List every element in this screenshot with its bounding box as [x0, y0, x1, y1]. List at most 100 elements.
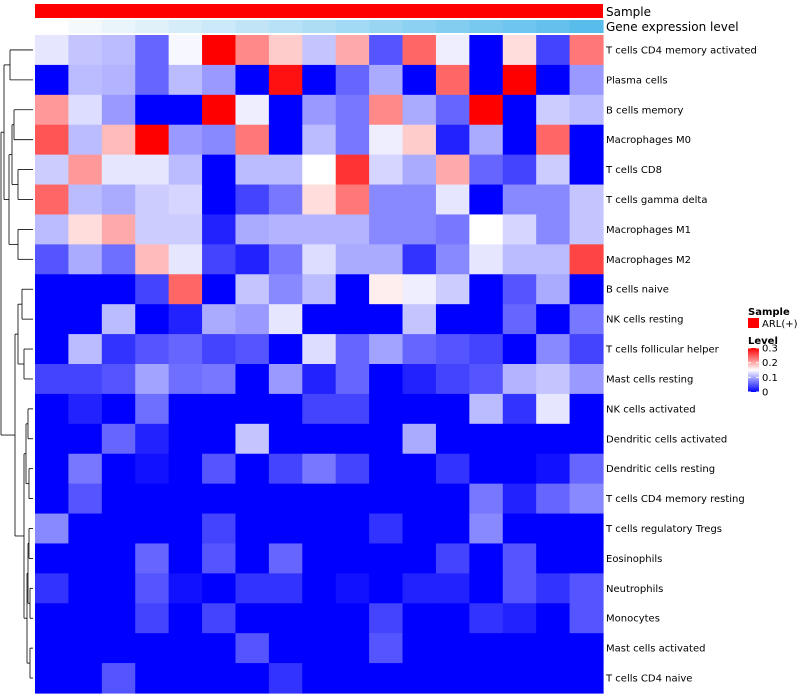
gene-expression-cell [335, 20, 370, 33]
heatmap-cell [402, 543, 437, 574]
heatmap-cell [502, 274, 537, 305]
heatmap-cell [536, 393, 571, 425]
heatmap-cell [302, 543, 337, 574]
heatmap-cell [369, 573, 404, 604]
heatmap-cell [402, 603, 437, 634]
heatmap-cell [168, 513, 203, 545]
gene-expression-cell [135, 20, 170, 33]
heatmap-cell [35, 244, 70, 275]
heatmap-cell [369, 244, 404, 275]
heatmap-cell [536, 334, 571, 365]
row-label: B cells memory [606, 105, 683, 116]
heatmap-cell [369, 184, 404, 216]
heatmap-cell [469, 334, 504, 365]
heatmap-cell [435, 603, 470, 634]
heatmap-cell [101, 214, 136, 245]
heatmap-cell [302, 35, 337, 66]
heatmap-cell [402, 244, 437, 275]
heatmap-cell [302, 184, 337, 216]
heatmap-cell [469, 274, 504, 305]
heatmap-cell [502, 364, 537, 395]
heatmap-cell [68, 124, 103, 156]
legend-tick-label: 0.2 [762, 358, 778, 369]
heatmap-cell [502, 603, 537, 634]
heatmap-cell [369, 274, 404, 305]
heatmap-cell [369, 513, 404, 545]
heatmap-cell [168, 483, 203, 515]
heatmap-cell [502, 124, 537, 156]
heatmap-cell [35, 543, 70, 574]
heatmap-cell [569, 453, 604, 485]
heatmap-cell [235, 214, 270, 245]
heatmap-cell [135, 364, 170, 395]
heatmap-cell [135, 513, 170, 545]
heatmap-cell [536, 214, 571, 245]
heatmap-cell [369, 214, 404, 245]
heatmap-cell [168, 423, 203, 455]
heatmap-cell [268, 663, 303, 694]
row-label: B cells naive [606, 285, 669, 296]
heatmap-cell [402, 184, 437, 216]
heatmap-cell [536, 154, 571, 186]
heatmap-cell [536, 124, 571, 156]
heatmap-cell [469, 124, 504, 156]
heatmap-cell [435, 274, 470, 305]
heatmap-cell [435, 334, 470, 365]
heatmap-cell [402, 304, 437, 335]
heatmap-cell [268, 633, 303, 664]
heatmap-cell [569, 35, 604, 66]
gene-expression-cell [569, 20, 604, 33]
heatmap-cell [536, 244, 571, 275]
heatmap-cell [536, 274, 571, 305]
heatmap-cell [135, 633, 170, 664]
heatmap-cell [202, 483, 237, 515]
heatmap-cell [101, 304, 136, 335]
heatmap-cell [469, 184, 504, 216]
heatmap-cell [68, 274, 103, 305]
heatmap-cell [569, 573, 604, 604]
heatmap-cell [35, 154, 70, 186]
heatmap-cell [202, 154, 237, 186]
heatmap-cell [435, 214, 470, 245]
heatmap-cell [569, 334, 604, 365]
heatmap-cell [35, 94, 70, 126]
heatmap-cell [135, 64, 170, 96]
heatmap-cell [402, 94, 437, 126]
heatmap-cell [135, 274, 170, 305]
heatmap-cell [369, 543, 404, 574]
heatmap-cell [202, 334, 237, 365]
heatmap-cells [35, 35, 604, 694]
heatmap-cell [302, 304, 337, 335]
heatmap-cell [168, 543, 203, 574]
heatmap-cell [335, 94, 370, 126]
heatmap-cell [435, 94, 470, 126]
heatmap-cell [135, 304, 170, 335]
heatmap-cell [435, 154, 470, 186]
row-label: Monocytes [606, 614, 660, 625]
legend-sample-entry: ARL(+) [762, 319, 798, 330]
gene-expression-cell [435, 20, 470, 33]
heatmap-cell [469, 483, 504, 515]
heatmap-cell [302, 663, 337, 694]
heatmap-cell [101, 154, 136, 186]
heatmap-cell [101, 334, 136, 365]
row-label: Macrophages M2 [606, 255, 691, 266]
heatmap-cell [335, 633, 370, 664]
gene-expression-cell [502, 20, 537, 33]
heatmap-cell [569, 393, 604, 425]
heatmap-cell [35, 573, 70, 604]
gene-expression-cell [35, 20, 70, 33]
gene-expression-cell [369, 20, 404, 33]
heatmap-cell [68, 633, 103, 664]
heatmap-cell [35, 364, 70, 395]
heatmap-cell [101, 364, 136, 395]
heatmap-cell [502, 184, 537, 216]
heatmap-cell [168, 603, 203, 634]
heatmap-cell [302, 453, 337, 485]
heatmap-cell [35, 633, 70, 664]
gene-expression-cell [268, 20, 303, 33]
heatmap-cell [268, 94, 303, 126]
heatmap-cell [369, 124, 404, 156]
heatmap-cell [302, 393, 337, 425]
